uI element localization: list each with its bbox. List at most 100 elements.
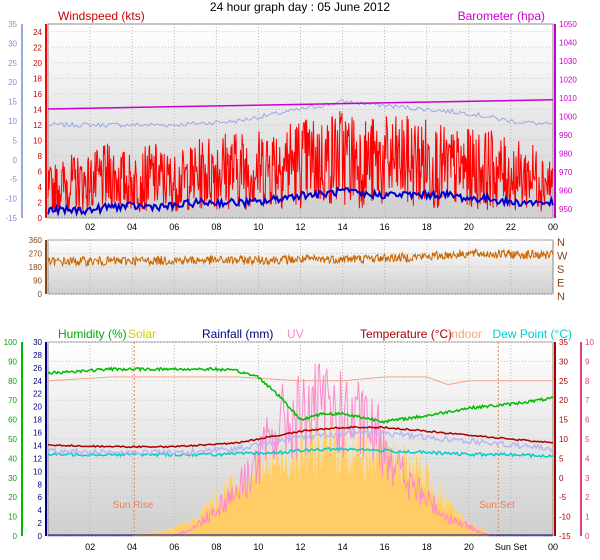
rainfall-axis-tick: 26 xyxy=(33,364,42,373)
humidity-axis-tick: 80 xyxy=(8,377,17,386)
wind-x-tick-label: 02 xyxy=(85,222,95,232)
compass-label: S xyxy=(557,264,564,276)
blue-axis-tick: 25 xyxy=(8,59,17,68)
uv-axis-tick: 9 xyxy=(585,357,590,366)
direction-axis-tick: 270 xyxy=(29,250,43,259)
humidity-axis-tick: 90 xyxy=(8,357,17,366)
temperature-blue-line xyxy=(47,99,554,129)
temperature-axis-tick: 15 xyxy=(559,416,568,425)
temperature-axis-tick: 20 xyxy=(559,396,568,405)
windspeed-axis-tick: 12 xyxy=(33,121,42,130)
humidity-axis-tick: 50 xyxy=(8,435,17,444)
wind-direction-line xyxy=(47,247,554,267)
wind-x-tick-label: 12 xyxy=(295,222,305,232)
blue-axis-tick: 30 xyxy=(8,39,17,48)
page-title: 24 hour graph day : 05 June 2012 xyxy=(210,0,390,14)
rainfall-axis-tick: 24 xyxy=(33,377,42,386)
legend-indoor: Indoor xyxy=(448,327,482,341)
rainfall-axis-tick: 12 xyxy=(33,454,42,463)
temperature-axis-tick: 10 xyxy=(559,435,568,444)
rainfall-axis-tick: 28 xyxy=(33,351,42,360)
temperature-axis-tick: -10 xyxy=(559,513,571,522)
rainfall-axis-tick: 10 xyxy=(33,467,42,476)
windspeed-axis-label: Windspeed (kts) xyxy=(58,9,145,23)
blue-axis-tick: 20 xyxy=(8,78,17,87)
rainfall-axis-tick: 20 xyxy=(33,403,42,412)
windspeed-axis-tick: 20 xyxy=(33,59,42,68)
temperature-axis-tick: 0 xyxy=(559,474,564,483)
windspeed-axis-tick: 8 xyxy=(38,152,43,161)
temp-x-tick-label: 10 xyxy=(253,542,263,552)
temperature-axis-tick: -5 xyxy=(559,493,567,502)
temp-x-tick-label: 08 xyxy=(211,542,221,552)
direction-axis-tick: 360 xyxy=(29,236,43,245)
sun-rise-label: Sun Rise xyxy=(113,500,154,511)
temp-x-tick-label: 06 xyxy=(169,542,179,552)
uv-axis-tick: 8 xyxy=(585,377,590,386)
uv-axis-tick: 6 xyxy=(585,416,590,425)
compass-label: N xyxy=(557,291,565,303)
humidity-axis-tick: 60 xyxy=(8,416,17,425)
wind-x-tick-label: 00 xyxy=(548,222,558,232)
compass-label: W xyxy=(557,250,568,262)
barometer-axis-tick: 1050 xyxy=(559,20,577,29)
windspeed-axis-tick: 10 xyxy=(33,136,42,145)
compass-label: N xyxy=(557,237,565,249)
windspeed-axis-tick: 18 xyxy=(33,74,42,83)
rainfall-axis-tick: 2 xyxy=(38,519,43,528)
rainfall-axis-tick: 16 xyxy=(33,429,42,438)
blue-axis-tick: 35 xyxy=(8,20,17,29)
temp-x-tick-label: 20 xyxy=(464,542,474,552)
humidity-axis-tick: 70 xyxy=(8,396,17,405)
humidity-axis-tick: 100 xyxy=(4,338,18,347)
windspeed-axis-tick: 16 xyxy=(33,90,42,99)
indoor-line xyxy=(47,376,553,385)
barometer-line xyxy=(47,99,554,110)
rainfall-axis-tick: 6 xyxy=(38,493,43,502)
barometer-axis-tick: 1020 xyxy=(559,75,577,84)
blue-axis-tick: -10 xyxy=(5,195,17,204)
temperature-line xyxy=(47,425,554,449)
direction-axis-tick: 180 xyxy=(29,263,43,272)
barometer-axis-label: Barometer (hpa) xyxy=(458,9,545,23)
windspeed-axis-tick: 6 xyxy=(38,167,43,176)
uv-axis-tick: 5 xyxy=(585,435,590,444)
windspeed-axis-tick: 14 xyxy=(33,105,42,114)
rainfall-axis-tick: 18 xyxy=(33,416,42,425)
direction-axis-tick: 90 xyxy=(33,277,42,286)
humidity-axis-tick: 0 xyxy=(13,532,18,541)
temp-x-tick-label: 16 xyxy=(380,542,390,552)
blue-axis-tick: -5 xyxy=(10,175,18,184)
dewpoint-line xyxy=(47,446,554,459)
windspeed-axis-tick: 24 xyxy=(33,28,42,37)
temp-x-tick-label: 12 xyxy=(295,542,305,552)
wind-x-tick-label: 04 xyxy=(127,222,137,232)
windspeed-gust-line xyxy=(47,110,554,213)
temperature-axis-tick: -15 xyxy=(559,532,571,541)
windspeed-axis-tick: 2 xyxy=(38,198,43,207)
rainfall-axis-tick: 30 xyxy=(33,338,42,347)
barometer-axis-tick: 1030 xyxy=(559,57,577,66)
barometer-axis-tick: 1010 xyxy=(559,94,577,103)
blue-axis-tick: 15 xyxy=(8,98,17,107)
temp-x-tick-label: 14 xyxy=(338,542,348,552)
humidity-axis-tick: 30 xyxy=(8,474,17,483)
uv-axis-tick: 0 xyxy=(585,532,590,541)
temperature-axis-tick: 35 xyxy=(559,338,568,347)
compass-label: E xyxy=(557,277,564,289)
barometer-axis-tick: 1040 xyxy=(559,38,577,47)
wind-x-tick-label: 10 xyxy=(253,222,263,232)
direction-axis-tick: 0 xyxy=(38,290,43,299)
legend-rainfall: Rainfall (mm) xyxy=(202,327,273,341)
wind-x-tick-label: 20 xyxy=(464,222,474,232)
temp-x-tick-label: Sun Set xyxy=(495,542,528,552)
blue-axis-tick: 5 xyxy=(13,136,18,145)
barometer-axis-tick: 980 xyxy=(559,149,573,158)
uv-axis-tick: 10 xyxy=(585,338,594,347)
legend-solar: Solar xyxy=(128,327,156,341)
blue-axis-tick: 10 xyxy=(8,117,17,126)
temp-x-tick-label: 04 xyxy=(127,542,137,552)
temperature-axis-tick: 25 xyxy=(559,377,568,386)
windspeed-average-line xyxy=(47,186,554,218)
